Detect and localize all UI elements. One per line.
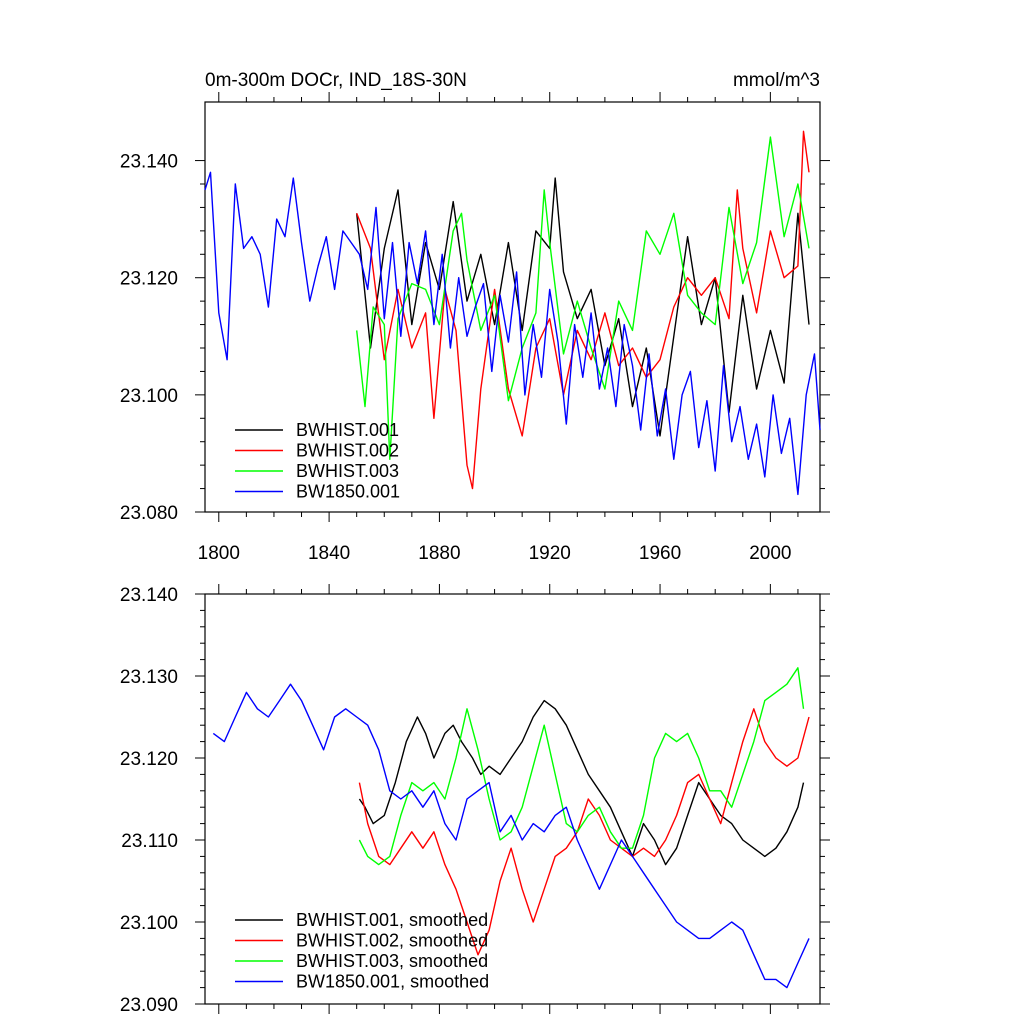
- legend-label-2: BWHIST.003: [296, 461, 399, 481]
- top-panel-units: mmol/m^3: [733, 70, 820, 91]
- series-line-3: [212, 683, 810, 989]
- series-line-2: [358, 667, 805, 866]
- legend-label-3: BW1850.001, smoothed: [296, 972, 489, 992]
- top-panel-title: 0m-300m DOCr, IND_18S-30N: [205, 70, 467, 91]
- series-line-2: [356, 136, 810, 460]
- y-tick-label: 23.080: [120, 503, 178, 524]
- y-tick-label: 23.140: [120, 585, 178, 606]
- top-series-lines: [204, 130, 821, 496]
- legend-label-1: BWHIST.002: [296, 441, 399, 461]
- x-tick-label: 2000: [749, 543, 791, 564]
- y-tick-label: 23.120: [120, 749, 178, 770]
- bottom-plot-frame: [204, 593, 821, 1005]
- legend-label-1: BWHIST.002, smoothed: [296, 931, 488, 951]
- y-tick-label: 23.100: [120, 913, 178, 934]
- bottom-series-lines: [212, 667, 810, 989]
- legend-label-0: BWHIST.001: [296, 420, 399, 440]
- series-line-0: [358, 699, 805, 866]
- series-line-3: [204, 171, 821, 496]
- series-line-1: [358, 708, 810, 956]
- legend-label-0: BWHIST.001, smoothed: [296, 910, 488, 930]
- y-tick-label: 23.100: [120, 386, 178, 407]
- legend-label-3: BW1850.001: [296, 482, 400, 502]
- y-tick-label: 23.090: [120, 995, 178, 1016]
- x-tick-label: 1840: [308, 543, 350, 564]
- x-tick-label: 1880: [418, 543, 460, 564]
- legend-label-2: BWHIST.003, smoothed: [296, 951, 488, 971]
- bottom-axis-ticks: 23.090 23.100 23.110 23.120 23.130 23.140: [120, 584, 830, 1016]
- y-tick-label: 23.140: [120, 152, 178, 173]
- y-tick-label: 23.110: [121, 831, 178, 852]
- top-plot-frame: [204, 101, 821, 513]
- top-panel: 0m-300m DOCr, IND_18S-30N mmol/m^3 1800 1…: [120, 70, 830, 564]
- series-line-0: [356, 177, 810, 437]
- y-tick-label: 23.120: [120, 269, 178, 290]
- x-tick-label: 1920: [529, 543, 571, 564]
- x-tick-label: 1800: [198, 543, 240, 564]
- x-tick-label: 1960: [639, 543, 681, 564]
- top-axis-ticks: 1800 1840 1880 1920 1960 2000 23.080 23.100 23.1…: [120, 92, 830, 564]
- bottom-panel: 23.090 23.100 23.110 23.120 23.130 23.140 BWH…: [120, 584, 830, 1016]
- y-tick-label: 23.130: [120, 667, 178, 688]
- series-line-1: [356, 130, 810, 490]
